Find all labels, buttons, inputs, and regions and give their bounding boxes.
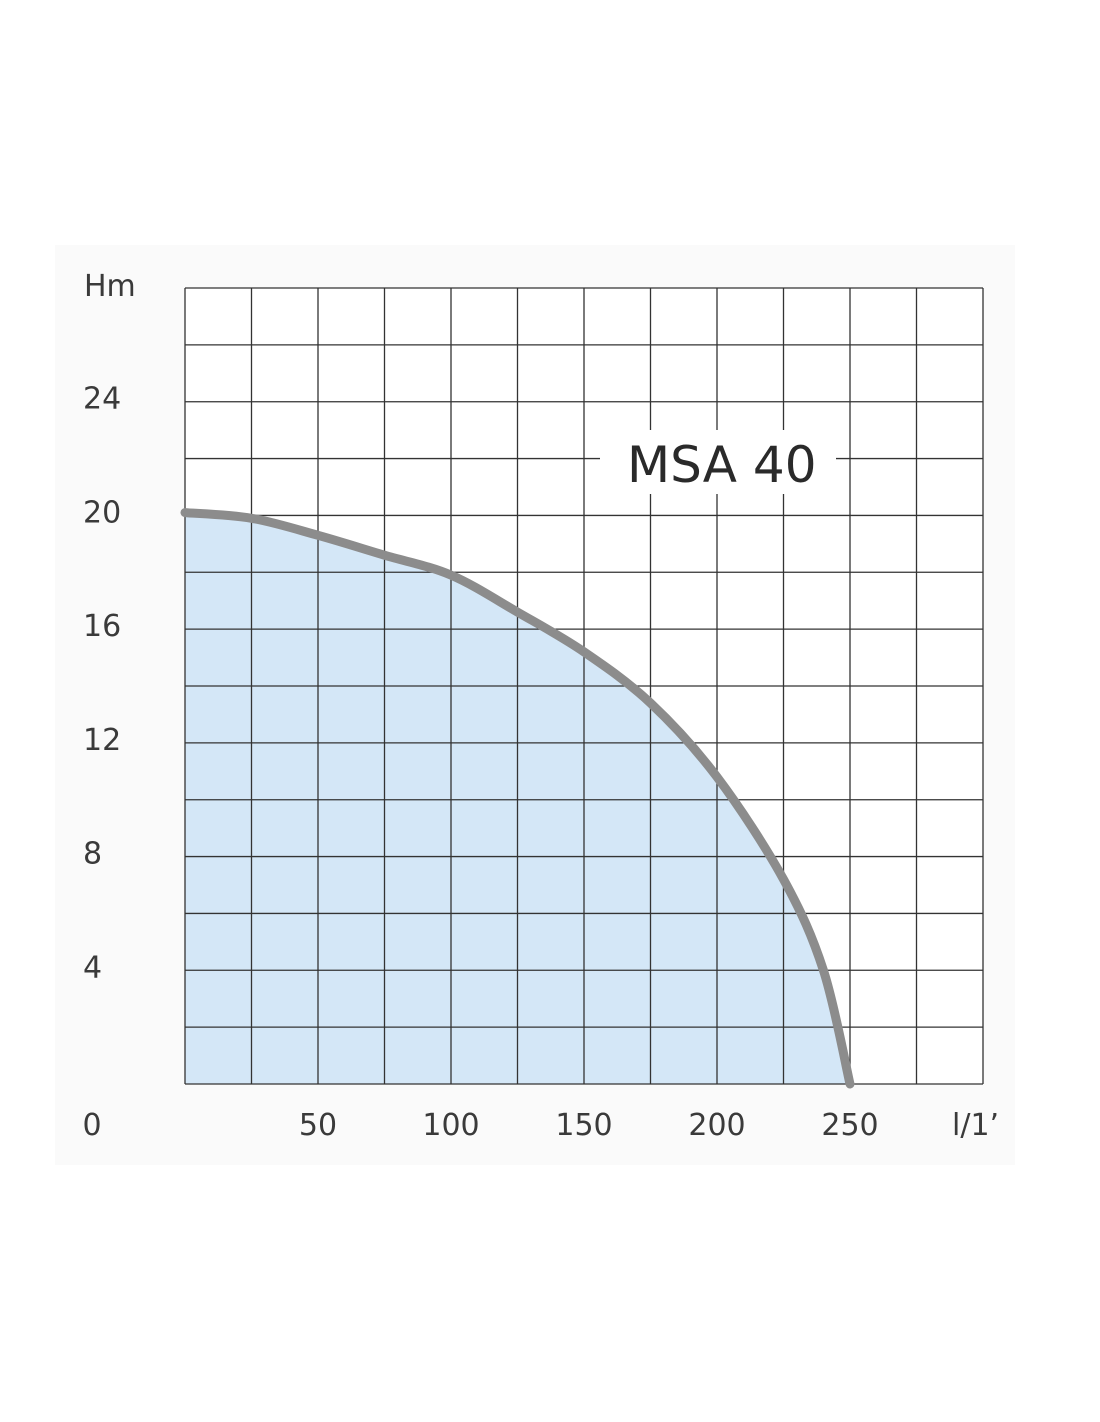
series-label: MSA 40: [627, 436, 817, 494]
x-tick-label: 100: [422, 1108, 479, 1143]
x-tick-label: 250: [821, 1108, 878, 1143]
x-axis-tick-labels: 0 50 100 150 200 250: [82, 1108, 878, 1143]
x-tick-label: 0: [82, 1108, 101, 1143]
y-tick-label: 12: [83, 723, 121, 758]
y-tick-label: 16: [83, 609, 121, 644]
series-label-backdrop: [600, 430, 836, 494]
y-tick-label: 4: [83, 950, 102, 985]
y-axis-tick-labels: 4 8 12 16 20 24: [83, 382, 121, 986]
series-curve-msa-40: [180, 508, 855, 1089]
x-tick-label: 50: [299, 1108, 337, 1143]
y-tick-label: 24: [83, 382, 121, 417]
y-axis-label: Hm: [84, 269, 136, 304]
x-axis-label: l/1’: [952, 1108, 999, 1143]
y-tick-label: 8: [83, 837, 102, 872]
y-tick-label: 20: [83, 495, 121, 530]
x-tick-label: 200: [688, 1108, 745, 1143]
x-tick-label: 150: [555, 1108, 612, 1143]
grid-lines: [184, 287, 984, 1085]
